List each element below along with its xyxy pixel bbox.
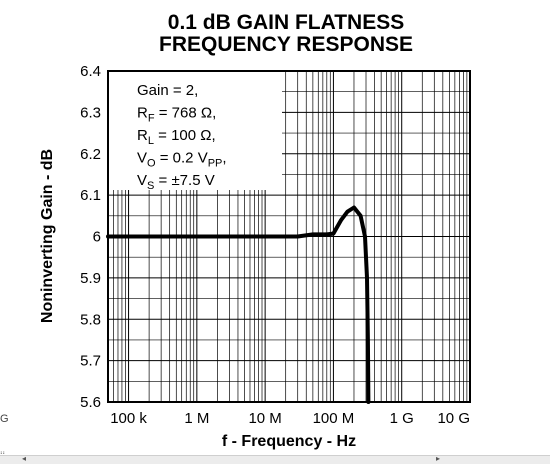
annotation-subscript: S [147, 180, 154, 192]
x-tick-label: 100 k [110, 410, 147, 427]
annotation-text-part: R [137, 105, 148, 122]
y-tick-label: 5.6 [80, 394, 101, 411]
y-axis-label: Noninverting Gain - dB [39, 149, 56, 323]
annotation-text: Gain = 2,RF = 768 Ω,RL = 100 Ω,VO = 0.2 … [137, 82, 227, 192]
annotation-line: RF = 768 Ω, [137, 105, 216, 125]
annotation-subscript: F [148, 113, 155, 125]
y-tick-label: 6.2 [80, 146, 101, 163]
annotation-line: VO = 0.2 VPP, [137, 150, 227, 170]
annotation-subscript: O [147, 158, 156, 170]
x-tick-label: 10 M [248, 410, 281, 427]
y-tick-label: 6.3 [80, 104, 101, 121]
annotation-text-part: Gain = 2, [137, 82, 198, 99]
x-tick-label: 1 G [390, 410, 414, 427]
horizontal-scrollbar[interactable]: ◂ ▸ [0, 454, 550, 464]
y-tick-label: 5.8 [80, 311, 101, 328]
y-tick-label: 5.9 [80, 270, 101, 287]
annotation-subscript: PP [208, 158, 223, 170]
annotation-text-part: = 0.2 V [156, 150, 208, 167]
annotation-text-part: = ±7.5 V [154, 172, 214, 189]
title-line: FREQUENCY RESPONSE [159, 33, 413, 56]
title-line: 0.1 dB GAIN FLATNESS [168, 11, 404, 34]
annotation-line: Gain = 2, [137, 82, 198, 99]
annotation-line: RL = 100 Ω, [137, 127, 216, 147]
annotation-text-part: , [222, 150, 226, 167]
edge-left-label: G [0, 413, 9, 425]
annotation-background [109, 72, 282, 190]
y-tick-label: 5.7 [80, 353, 101, 370]
x-tick-label: 1 M [184, 410, 209, 427]
annotation-text-part: = 768 Ω, [155, 105, 217, 122]
x-tick-label: 10 G [437, 410, 470, 427]
y-tick-label: 6.1 [80, 187, 101, 204]
annotation-text-part: V [137, 172, 147, 189]
annotation-line: VS = ±7.5 V [137, 172, 215, 192]
x-tick-labels: 100 k 1 M 10 M 100 M 1 G 10 G [110, 410, 470, 427]
annotation-text-part: = 100 Ω, [154, 127, 216, 144]
series-group [106, 205, 371, 404]
y-tick-label: 6.4 [80, 63, 101, 80]
x-tick-label: 100 M [313, 410, 355, 427]
annotation-text-part: R [137, 127, 148, 144]
x-axis-label: f - Frequency - Hz [222, 433, 356, 450]
y-tick-label: 6 [93, 229, 101, 246]
y-tick-labels: 6.4 6.3 6.2 6.1 6 5.9 5.8 5.7 5.6 [80, 63, 101, 411]
annotation-text-part: V [137, 150, 147, 167]
annotation-box [109, 72, 282, 190]
annotation-subscript: L [148, 135, 154, 147]
series-line [106, 205, 371, 404]
scroll-left-arrow-icon[interactable]: ◂ [22, 454, 27, 463]
scroll-right-arrow-icon[interactable]: ▸ [436, 454, 441, 463]
